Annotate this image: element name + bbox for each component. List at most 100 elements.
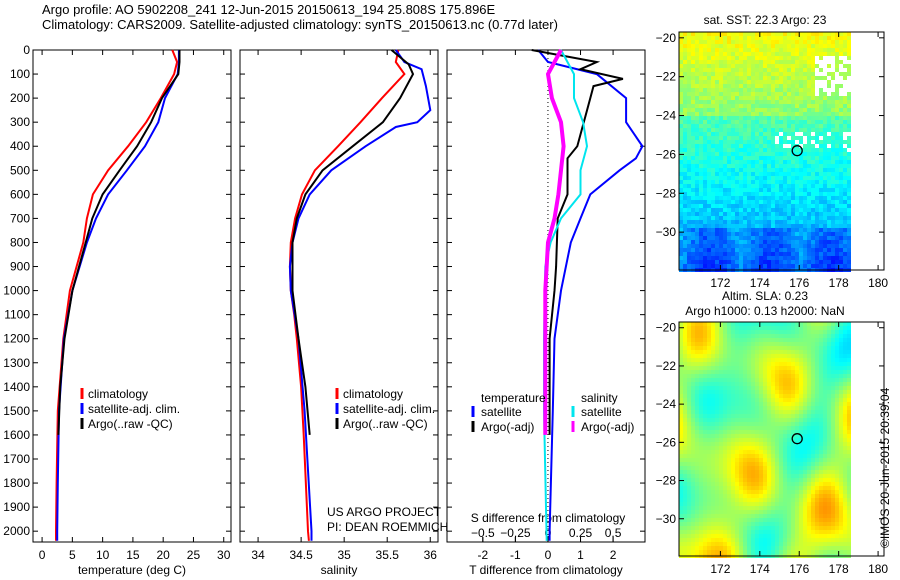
map-cell: [811, 510, 815, 514]
map-cell: [771, 96, 775, 100]
map-cell: [755, 486, 759, 490]
map-cell: [715, 140, 719, 144]
map-cell: [683, 60, 687, 64]
map-cell: [735, 152, 739, 156]
map-cell: [743, 76, 747, 80]
map-cell: [831, 96, 835, 100]
map-cell: [791, 458, 795, 462]
map-cell: [691, 180, 695, 184]
map-cell: [819, 32, 823, 36]
map-cell: [751, 438, 755, 442]
map-cell: [847, 36, 851, 40]
map-cell: [723, 474, 727, 478]
map-cell: [811, 144, 815, 148]
map-cell: [687, 248, 691, 252]
map-cell: [783, 116, 787, 120]
map-cell: [739, 104, 743, 108]
map-cell: [743, 510, 747, 514]
map-cell: [835, 48, 839, 52]
map-cell: [799, 414, 803, 418]
map-cell: [795, 346, 799, 350]
map-cell: [783, 474, 787, 478]
map-cell: [699, 264, 703, 268]
map-cell: [783, 68, 787, 72]
map-cell: [735, 80, 739, 84]
map-cell: [715, 216, 719, 220]
map-cell: [807, 136, 811, 140]
map-cell: [755, 256, 759, 260]
map-cell: [819, 510, 823, 514]
series-line-argo-raw-qc-: [57, 50, 181, 435]
map-cell: [743, 478, 747, 482]
map-cell: [787, 212, 791, 216]
map-cell: [779, 168, 783, 172]
map-cell: [807, 494, 811, 498]
map-cell: [683, 454, 687, 458]
map-cell: [839, 426, 843, 430]
map-cell: [731, 418, 735, 422]
map-cell: [715, 168, 719, 172]
map-cell: [823, 220, 827, 224]
map-cell: [843, 518, 847, 522]
map-cell: [835, 450, 839, 454]
map-cell: [727, 374, 731, 378]
map-cell: [719, 462, 723, 466]
map-cell: [799, 52, 803, 56]
map-cell: [827, 446, 831, 450]
map-cell: [831, 398, 835, 402]
map-cell: [843, 366, 847, 370]
map-cell: [763, 350, 767, 354]
map-cell: [815, 76, 819, 80]
map-cell: [835, 132, 839, 136]
map-cell: [751, 322, 755, 326]
map-cell: [743, 362, 747, 366]
map-cell: [783, 128, 787, 132]
map-cell: [775, 462, 779, 466]
map-cell: [827, 104, 831, 108]
map-cell: [823, 394, 827, 398]
map-cell: [799, 490, 803, 494]
map-cell: [803, 212, 807, 216]
map-cell: [839, 346, 843, 350]
map-cell: [723, 366, 727, 370]
map-cell: [799, 200, 803, 204]
map-cell: [747, 446, 751, 450]
map-cell: [787, 112, 791, 116]
map-cell: [807, 498, 811, 502]
map-cell: [819, 192, 823, 196]
map-cell: [711, 410, 715, 414]
map-cell: [707, 104, 711, 108]
map-cell: [699, 260, 703, 264]
map-cell: [751, 144, 755, 148]
map-cell: [699, 204, 703, 208]
map-cell: [783, 366, 787, 370]
map-cell: [847, 430, 851, 434]
map-cell: [679, 144, 683, 148]
map-cell: [767, 68, 771, 72]
map-cell: [703, 474, 707, 478]
map-cell: [839, 458, 843, 462]
map-cell: [839, 438, 843, 442]
map-cell: [795, 486, 799, 490]
map-cell: [771, 338, 775, 342]
map-cell: [695, 510, 699, 514]
map-cell: [787, 148, 791, 152]
map-cell: [699, 370, 703, 374]
map-cell: [827, 100, 831, 104]
map-cell: [843, 240, 847, 244]
map-cell: [715, 148, 719, 152]
map-cell: [699, 518, 703, 522]
map-cell: [759, 454, 763, 458]
map-cell: [847, 518, 851, 522]
map-cell: [783, 124, 787, 128]
map-cell: [719, 442, 723, 446]
map-cell: [779, 36, 783, 40]
map-cell: [691, 256, 695, 260]
map-cell: [755, 204, 759, 208]
map-cell: [799, 426, 803, 430]
map-cell: [799, 390, 803, 394]
map-cell: [679, 128, 683, 132]
map-cell: [775, 354, 779, 358]
map-cell: [779, 398, 783, 402]
